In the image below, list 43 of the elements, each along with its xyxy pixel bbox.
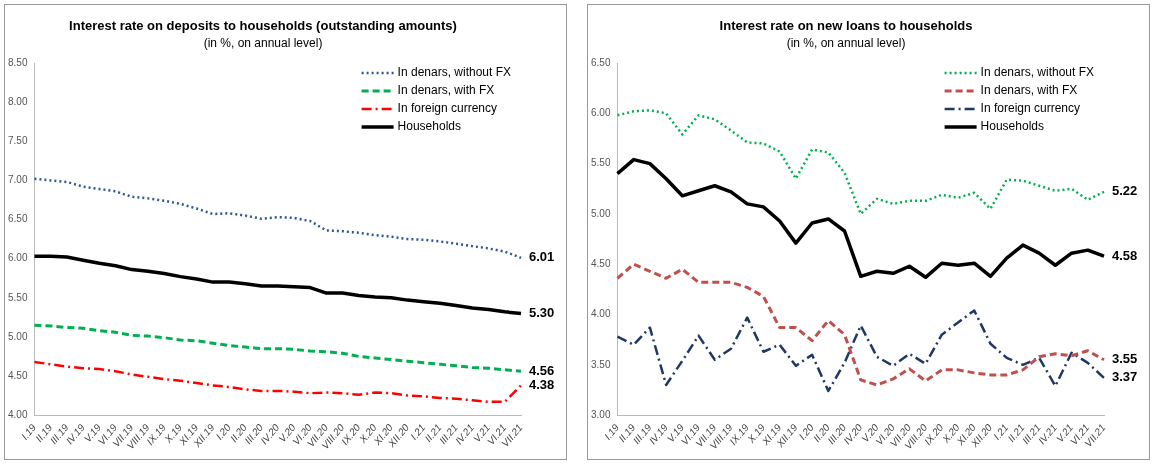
legend-label: Households: [397, 119, 461, 134]
line-series: [616, 309, 1106, 393]
data-label: 3.55: [1112, 351, 1138, 367]
data-label: 5.22: [1112, 183, 1138, 199]
y-tick-label: 4.50: [590, 257, 611, 269]
y-tick-label: 3.00: [590, 408, 611, 420]
legend-label: In denars, with FX: [980, 83, 1078, 98]
legend-label: In denars, without FX: [397, 65, 511, 80]
data-label: 4.38: [529, 376, 555, 392]
legend-label: In denars, with FX: [397, 83, 495, 98]
data-label: 4.56: [529, 362, 555, 378]
legend-label: In foreign currency: [980, 101, 1080, 116]
y-tick-label: 8.50: [7, 56, 28, 68]
y-tick-label: 4.50: [7, 369, 28, 381]
y-tick-label: 5.50: [7, 291, 28, 303]
y-tick-label: 4.00: [7, 408, 28, 420]
y-tick-label: 6.00: [590, 107, 611, 119]
y-tick-label: 6.50: [590, 56, 611, 68]
data-label: 6.01: [529, 249, 555, 265]
y-tick-label: 8.00: [7, 95, 28, 107]
legend-label: Households: [980, 119, 1044, 134]
data-label: 5.30: [529, 304, 555, 320]
line-series: [32, 323, 523, 373]
y-tick-label: 6.00: [7, 252, 28, 264]
chart-title: Interest rate on deposits to households (outstanding amounts): [69, 18, 457, 34]
y-tick-label: 5.00: [590, 207, 611, 219]
y-tick-label: 6.50: [7, 213, 28, 225]
y-tick-label: 3.50: [590, 358, 611, 370]
data-label: 3.37: [1112, 369, 1138, 385]
y-tick-label: 5.00: [7, 330, 28, 342]
y-tick-label: 7.00: [7, 174, 28, 186]
line-series: [33, 360, 523, 404]
legend-label: In denars, without FX: [980, 65, 1094, 80]
chart-subtitle: (in %, on annual level): [786, 36, 906, 51]
legend-label: In foreign currency: [397, 101, 497, 116]
line-series: [33, 177, 523, 260]
line-series: [615, 262, 1106, 387]
data-label: 4.58: [1112, 247, 1138, 263]
y-tick-label: 7.50: [7, 135, 28, 146]
chart-subtitle: (in %, on annual level): [203, 36, 323, 51]
chart-title: Interest rate on new loans to households: [719, 18, 973, 34]
y-tick-label: 5.50: [590, 157, 611, 169]
y-tick-label: 4.00: [590, 308, 611, 320]
